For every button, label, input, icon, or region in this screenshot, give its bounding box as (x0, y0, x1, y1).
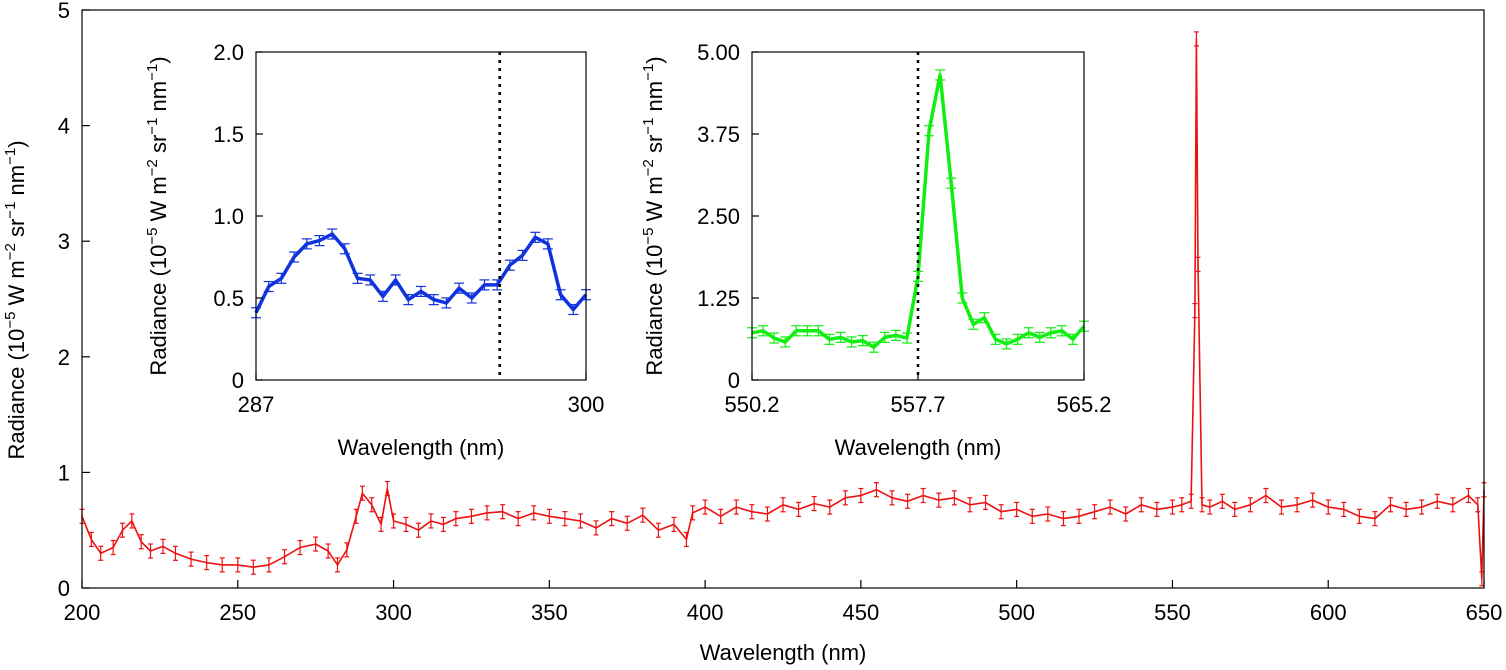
y-axis-title-exponent: −1 (144, 118, 161, 135)
y-axis-title-exponent: −1 (2, 202, 19, 219)
x-tick-label: 557.7 (890, 392, 945, 417)
x-tick-label: 250 (219, 600, 256, 625)
y-axis-title-part: nm (642, 81, 667, 118)
y-tick-label: 3 (58, 229, 70, 254)
y-axis-title: Radiance (10−5 W m−2 sr−1 nm−1) (640, 56, 667, 375)
y-axis-title-part: Radiance (10 (642, 245, 667, 376)
y-axis-title-part: ) (642, 56, 667, 63)
x-axis-title: Wavelength (nm) (835, 435, 1002, 460)
y-axis-title-exponent: −2 (144, 159, 161, 176)
y-axis-title-part: sr (4, 219, 29, 243)
y-axis-title-part: Radiance (10 (146, 245, 171, 376)
x-tick-label: 650 (1466, 600, 1503, 625)
y-axis-title: Radiance (10−5 W m−2 sr−1 nm−1) (2, 140, 29, 459)
y-axis-title: Radiance (10−5 W m−2 sr−1 nm−1) (144, 56, 171, 375)
y-tick-label: 0 (232, 368, 244, 393)
x-tick-label: 300 (375, 600, 412, 625)
x-tick-label: 565.2 (1056, 392, 1111, 417)
y-tick-label: 4 (58, 114, 70, 139)
y-axis-title-part: ) (4, 140, 29, 147)
y-axis-title-exponent: −1 (2, 148, 19, 165)
y-tick-label: 2.0 (213, 40, 244, 65)
y-tick-label: 0.5 (213, 286, 244, 311)
x-tick-label: 400 (687, 600, 724, 625)
y-tick-label: 5.00 (697, 40, 740, 65)
x-tick-label: 500 (998, 600, 1035, 625)
y-axis-title-exponent: −1 (640, 118, 657, 135)
y-axis-title-exponent: −5 (144, 228, 161, 245)
plot-frame (81, 9, 1485, 589)
y-axis-title-part: W m (4, 260, 29, 311)
x-tick-label: 200 (64, 600, 101, 625)
y-axis-title-part: ) (146, 56, 171, 63)
x-tick-label: 600 (1310, 600, 1347, 625)
y-tick-label: 1.25 (697, 286, 740, 311)
y-tick-label: 1.5 (213, 122, 244, 147)
y-tick-label: 2.50 (697, 204, 740, 229)
plot-area (256, 52, 586, 380)
y-tick-label: 3.75 (697, 122, 740, 147)
y-tick-label: 5 (58, 0, 70, 23)
x-axis-title: Wavelength (nm) (700, 640, 867, 665)
x-tick-label: 350 (531, 600, 568, 625)
y-axis-title-exponent: −2 (2, 243, 19, 260)
x-axis-title: Wavelength (nm) (338, 435, 505, 460)
y-axis-title-part: W m (642, 176, 667, 227)
y-tick-label: 0 (58, 576, 70, 601)
x-tick-label: 287 (238, 392, 275, 417)
y-tick-label: 0 (728, 368, 740, 393)
y-axis-title-part: sr (642, 135, 667, 159)
y-tick-label: 1 (58, 460, 70, 485)
y-axis-title-exponent: −2 (640, 159, 657, 176)
y-axis-title-exponent: −5 (640, 228, 657, 245)
x-tick-label: 550 (1154, 600, 1191, 625)
y-axis-title-exponent: −1 (640, 64, 657, 81)
y-axis-title-part: nm (4, 165, 29, 202)
y-tick-label: 1.0 (213, 204, 244, 229)
y-axis-title-part: Radiance (10 (4, 329, 29, 460)
y-axis-title-exponent: −1 (144, 64, 161, 81)
y-tick-label: 2 (58, 345, 70, 370)
y-axis-title-part: sr (146, 135, 171, 159)
y-axis-title-part: W m (146, 176, 171, 227)
x-tick-label: 550.2 (724, 392, 779, 417)
y-axis-title-part: nm (146, 81, 171, 118)
inset-chart-uv-panel: 287 300 0 0.5 1.0 1.5 2.0 Wavelength (nm) Radian… (144, 40, 604, 460)
y-axis-title-exponent: −5 (2, 312, 19, 329)
x-tick-label: 300 (568, 392, 605, 417)
x-tick-label: 450 (843, 600, 880, 625)
inset-chart-green-panel: 550.2 557.7 565.2 0 1.25 2.50 3.75 5.00 Waveleng… (640, 40, 1112, 460)
